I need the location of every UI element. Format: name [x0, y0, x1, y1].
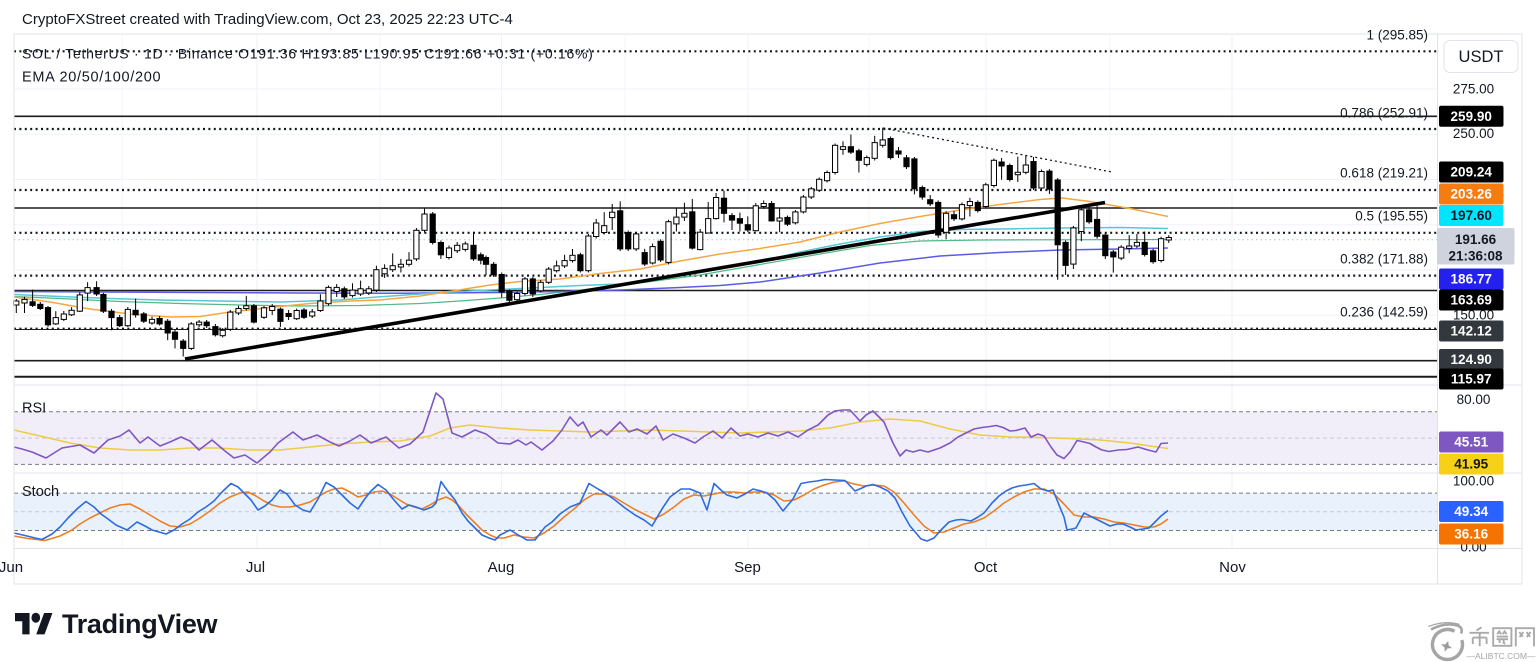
svg-text:1 (295.85): 1 (295.85): [1366, 28, 1428, 43]
svg-text:250.00: 250.00: [1453, 126, 1494, 141]
svg-text:EMA 20/50/100/200: EMA 20/50/100/200: [22, 70, 161, 86]
svg-text:Aug: Aug: [488, 559, 515, 576]
svg-text:115.97: 115.97: [1451, 372, 1492, 387]
svg-text:41.95: 41.95: [1454, 457, 1488, 472]
svg-text:CryptoFXStreet created with Tr: CryptoFXStreet created with TradingView.…: [22, 11, 513, 28]
svg-text:0.786 (252.91): 0.786 (252.91): [1340, 106, 1428, 121]
svg-text:203.26: 203.26: [1451, 187, 1493, 202]
svg-text:163.69: 163.69: [1451, 293, 1492, 308]
svg-text:0.236 (142.59): 0.236 (142.59): [1340, 305, 1428, 320]
svg-text:80.00: 80.00: [1457, 392, 1491, 407]
svg-text:259.90: 259.90: [1451, 109, 1492, 124]
svg-text:USDT: USDT: [1459, 48, 1504, 66]
svg-text:49.34: 49.34: [1454, 504, 1488, 519]
svg-text:Oct: Oct: [974, 559, 998, 576]
svg-text:186.77: 186.77: [1451, 272, 1492, 287]
svg-text:—ALIBTC.COM—: —ALIBTC.COM—: [1467, 651, 1536, 661]
svg-text:275.00: 275.00: [1453, 82, 1494, 97]
svg-text:Sep: Sep: [734, 559, 761, 576]
svg-text:Jul: Jul: [246, 559, 265, 576]
svg-text:Nov: Nov: [1219, 559, 1246, 576]
svg-text:0.5 (195.55): 0.5 (195.55): [1355, 209, 1428, 224]
svg-text:124.90: 124.90: [1451, 352, 1492, 367]
svg-text:Stoch: Stoch: [22, 484, 59, 500]
svg-text:0.382 (171.88): 0.382 (171.88): [1340, 252, 1428, 267]
svg-text:191.66: 191.66: [1455, 232, 1497, 247]
svg-text:45.51: 45.51: [1454, 435, 1488, 450]
svg-text:197.60: 197.60: [1451, 208, 1492, 223]
svg-text:142.12: 142.12: [1451, 324, 1492, 339]
svg-text:RSI: RSI: [22, 401, 46, 417]
svg-text:Jun: Jun: [0, 559, 23, 576]
svg-text:150.00: 150.00: [1453, 308, 1494, 323]
svg-text:SOL / TetherUS · 1D · Binance: SOL / TetherUS · 1D · Binance O191.36 H1…: [22, 46, 594, 62]
svg-text:100.00: 100.00: [1453, 474, 1494, 489]
svg-text:TradingView: TradingView: [62, 609, 219, 639]
svg-text:21:36:08: 21:36:08: [1448, 249, 1503, 264]
svg-text:209.24: 209.24: [1451, 165, 1493, 180]
svg-text:0.618 (219.21): 0.618 (219.21): [1340, 166, 1428, 181]
svg-text:36.16: 36.16: [1454, 527, 1488, 542]
